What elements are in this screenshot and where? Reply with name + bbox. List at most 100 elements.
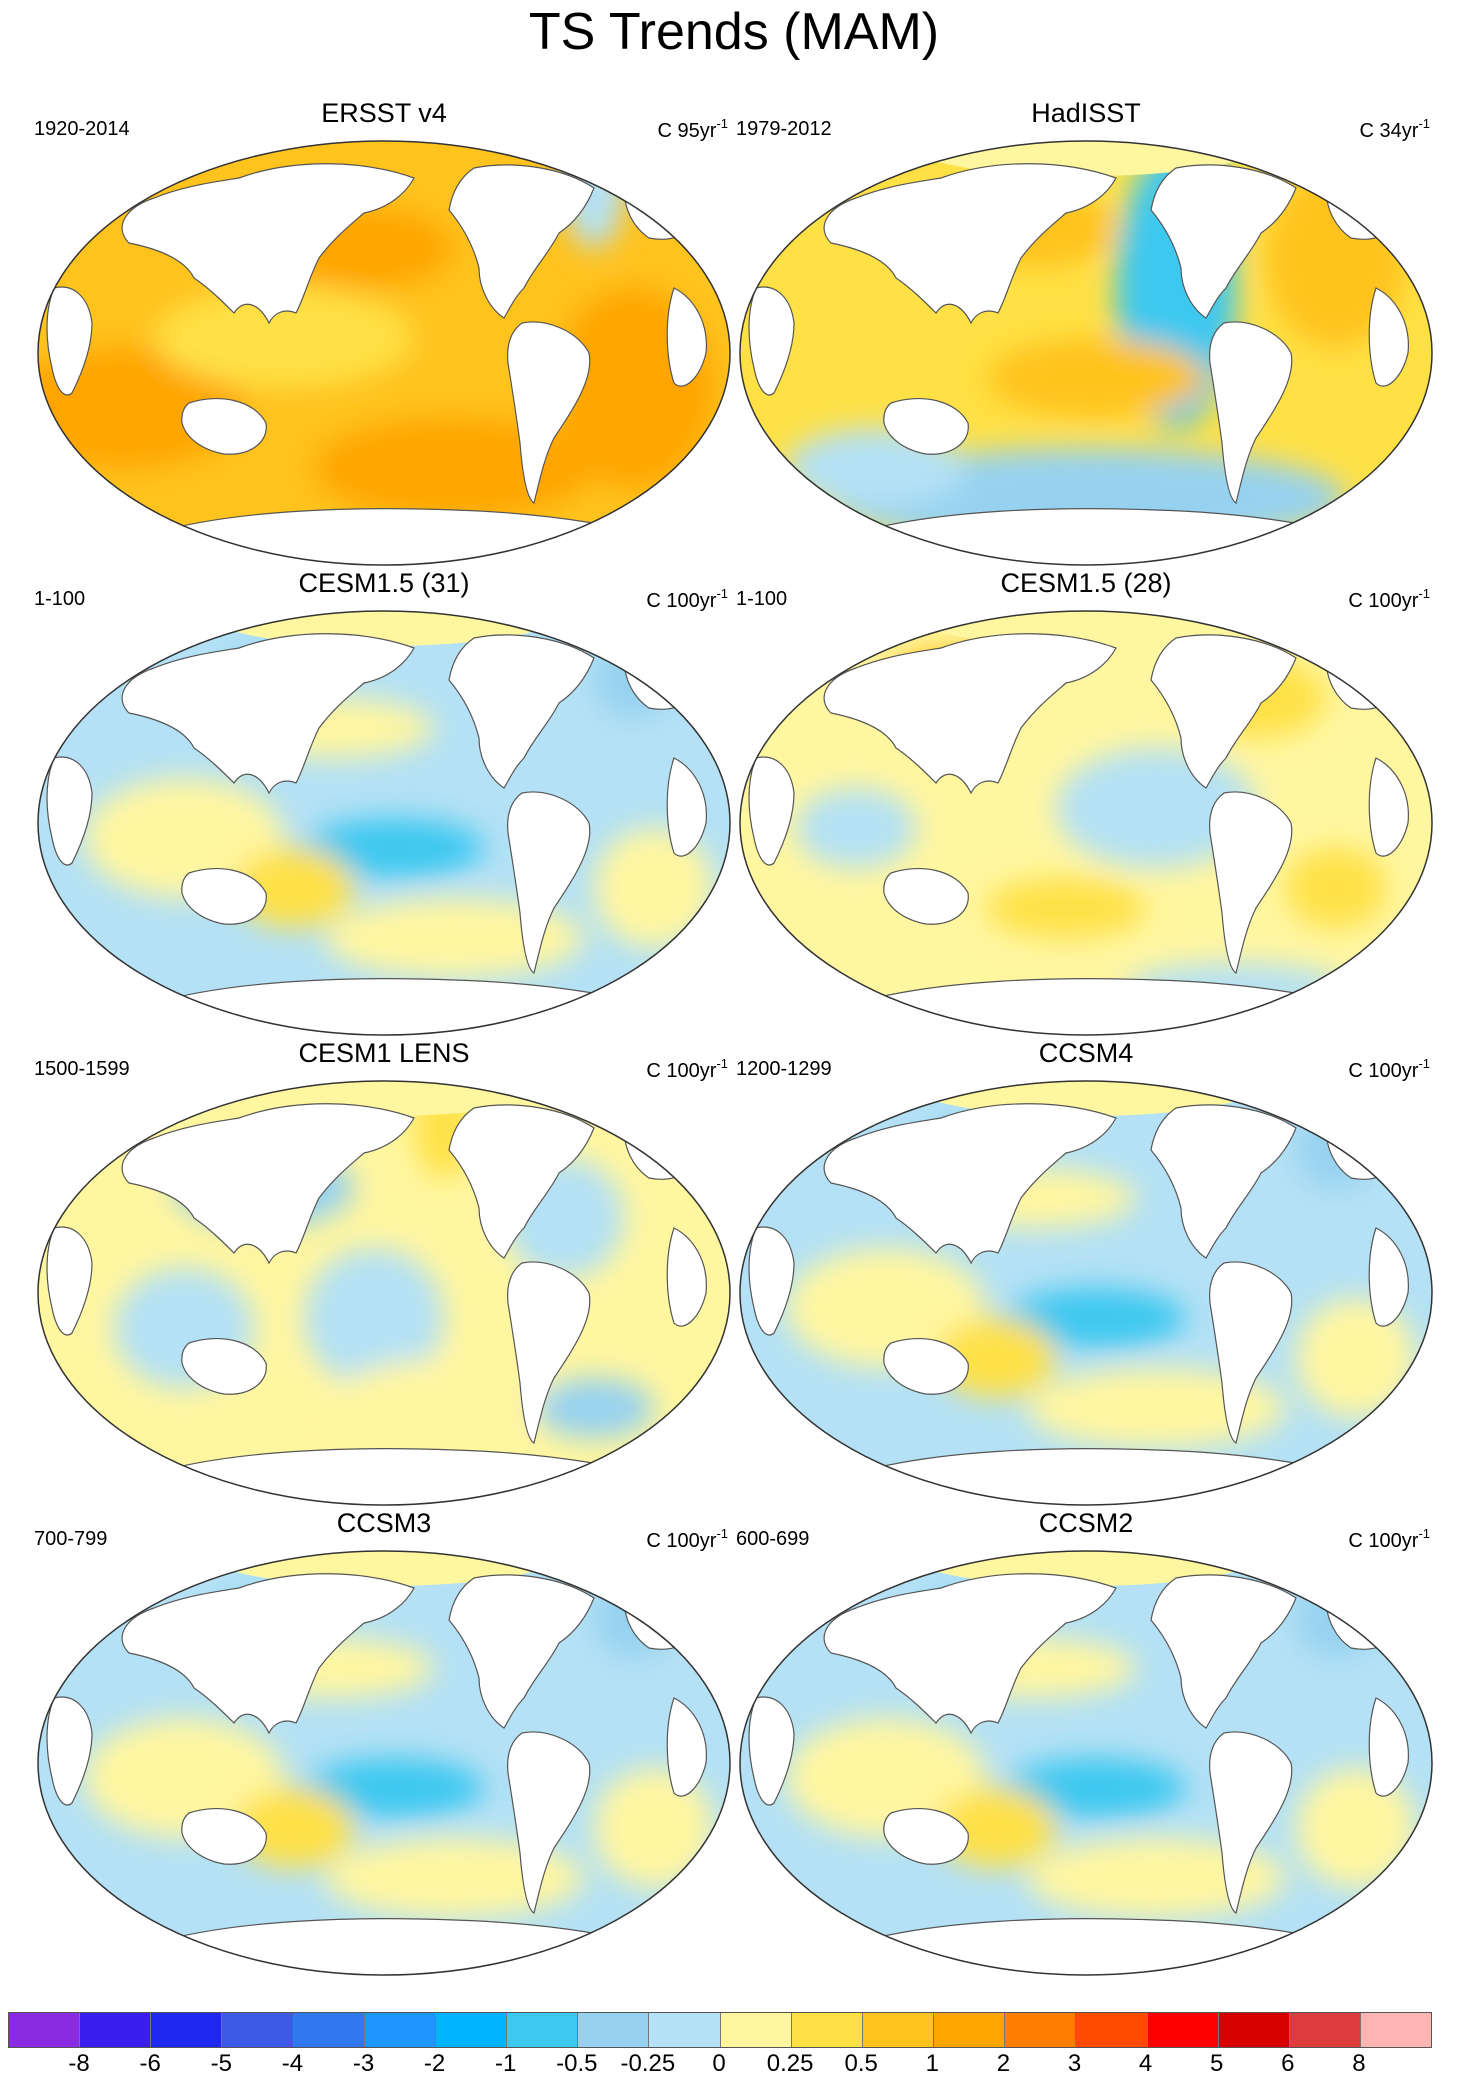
arctic-region (214, 1551, 554, 1586)
colorbar-label: -1 (495, 2050, 517, 2077)
map-panel: CESM1.5 (28) 1-100 C 100yr-1 (736, 566, 1436, 1036)
units-prefix: C (657, 120, 672, 142)
colorbar-swatch (1360, 2013, 1432, 2047)
anomaly-region (154, 288, 414, 388)
colorbar-label: -4 (281, 2050, 304, 2077)
colorbar-label: -6 (139, 2050, 161, 2077)
colorbar-label: 2 (996, 2050, 1011, 2077)
arctic-region (916, 1551, 1256, 1586)
anomaly-region (1026, 1838, 1286, 1918)
colorbar-swatch (293, 2013, 365, 2047)
colorbar-swatch (9, 2013, 81, 2047)
landmass-asia (823, 1103, 1117, 1265)
landmass-americaS (507, 321, 591, 504)
world-map (739, 610, 1433, 1036)
anomaly-region (304, 1758, 484, 1818)
units-prefix: C (1348, 1060, 1363, 1082)
arctic-region (214, 611, 554, 646)
map-panel: CCSM2 600-699 C 100yr-1 (736, 1506, 1436, 1976)
world-map (37, 610, 731, 1036)
units-prefix: C (1348, 590, 1363, 612)
landmass-africaE (666, 1227, 707, 1327)
colorbar-swatch (1147, 2013, 1219, 2047)
colorbar-swatch (1005, 2013, 1077, 2047)
panel-period: 1-100 (34, 588, 86, 610)
panel-title: HadISST (1031, 98, 1141, 128)
anomaly-region (324, 1838, 584, 1918)
colorbar-label: 4 (1138, 2050, 1153, 2077)
colorbar-label: -3 (352, 2050, 375, 2077)
landmass-africa (46, 286, 93, 396)
landmass-asia (823, 1573, 1117, 1735)
units-prefix: C (1348, 1530, 1363, 1552)
landmass-asia (121, 1103, 415, 1265)
panel-period: 1500-1599 (34, 1058, 130, 1080)
landmass-australia (883, 1337, 969, 1395)
anomaly-region (534, 1378, 654, 1438)
map-border (37, 1080, 731, 1506)
units-prefix: C (646, 590, 661, 612)
units-value: 100yr (1368, 590, 1419, 612)
panel-title: CCSM2 (1038, 1508, 1134, 1538)
world-map (37, 1550, 731, 1976)
panel-title: ERSST v4 (321, 98, 447, 128)
units-exponent: -1 (1418, 1526, 1430, 1541)
world-map (37, 1080, 731, 1506)
landmass-australia (883, 397, 969, 455)
anomaly-region (84, 1718, 284, 1838)
panel-units: C 100yr-1 (646, 1526, 728, 1553)
landmass-americaN (448, 1104, 595, 1259)
units-exponent: -1 (1418, 1056, 1430, 1071)
map-border (739, 1550, 1433, 1976)
units-exponent: -1 (716, 586, 728, 601)
colorbar-labels: -8 -6 -5 -4 -3 -2 -1 -0.5 -0.25 0 0.25 0.5 1 2 3 4 5 6 8 (0, 2050, 1468, 2078)
colorbar-label: 0 (712, 2050, 726, 2077)
colorbar-label: 0.5 (844, 2050, 878, 2077)
panel-units: C 100yr-1 (1348, 1526, 1430, 1553)
world-map (739, 1550, 1433, 1976)
units-prefix: C (646, 1530, 661, 1552)
arctic-region (916, 141, 1256, 176)
map-panel: ERSST v4 1920-2014 C 95yr-1 (34, 96, 734, 566)
landmass-africa (46, 1226, 93, 1336)
landmass-africa (46, 1696, 93, 1806)
colorbar-label: 0.25 (766, 2050, 814, 2077)
landmass-americaS (507, 1261, 591, 1444)
panel-period: 600-699 (736, 1528, 810, 1550)
arctic-region (916, 611, 1256, 646)
figure-title: TS Trends (MAM) (528, 3, 940, 61)
anomaly-region (1026, 1368, 1286, 1448)
anomaly-region (986, 338, 1206, 418)
landmass-americaS (507, 791, 591, 974)
panel-title: CESM1 LENS (298, 1038, 470, 1068)
arctic-region (214, 1081, 554, 1116)
panel-title: CESM1.5 (31) (298, 568, 470, 598)
panel-title: CCSM4 (1038, 1038, 1134, 1068)
arctic-region (214, 141, 554, 176)
map-border (37, 610, 731, 1036)
anomaly-region (304, 1248, 444, 1388)
panel-period: 1200-1299 (736, 1058, 832, 1080)
colorbar-swatch (720, 2013, 792, 2047)
map-panel: CCSM3 700-799 C 100yr-1 (34, 1506, 734, 1976)
panel-units: C 100yr-1 (1348, 586, 1430, 613)
units-value: 100yr (666, 1060, 717, 1082)
map-panel: CESM1 LENS 1500-1599 C 100yr-1 (34, 1036, 734, 1506)
panel-period: 700-799 (34, 1528, 108, 1550)
units-value: 95yr (677, 120, 717, 142)
anomaly-region (1296, 1768, 1416, 1888)
map-panel: CCSM4 1200-1299 C 100yr-1 (736, 1036, 1436, 1506)
map-panel: CESM1.5 (31) 1-100 C 100yr-1 (34, 566, 734, 1036)
colorbar-swatch (1289, 2013, 1361, 2047)
landmass-americaN (1150, 1104, 1297, 1259)
colorbar-swatch (578, 2013, 650, 2047)
colorbar-swatch (364, 2013, 436, 2047)
units-exponent: -1 (1418, 116, 1430, 131)
units-value: 100yr (1368, 1530, 1419, 1552)
landmass-africa (46, 756, 93, 866)
landmass-australia (181, 1337, 267, 1395)
units-prefix: C (646, 1060, 661, 1082)
landmass-americaN (1150, 164, 1297, 319)
units-value: 100yr (666, 590, 717, 612)
units-exponent: -1 (716, 1056, 728, 1071)
